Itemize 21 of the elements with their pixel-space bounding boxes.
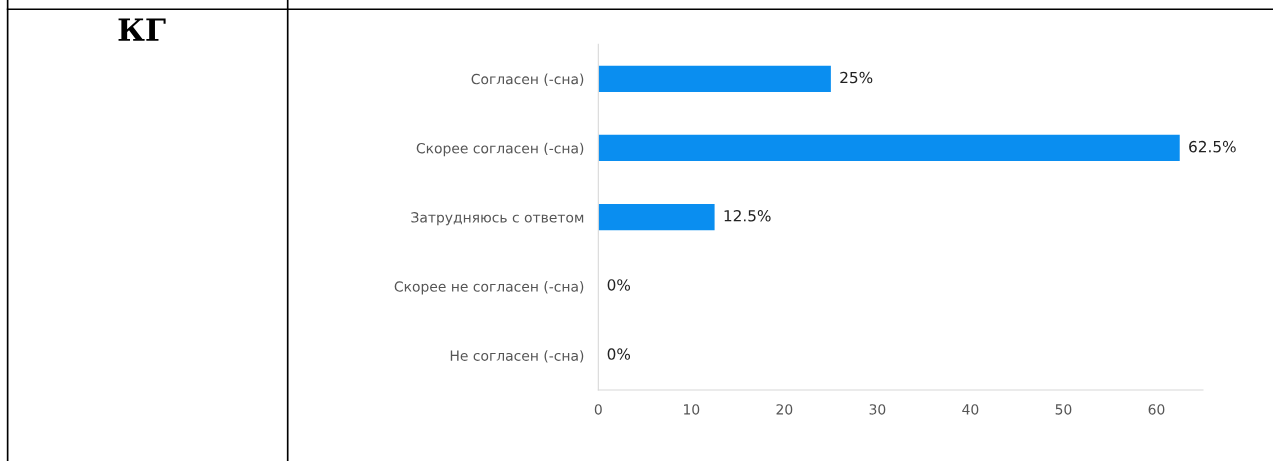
x-tick-label: 10 xyxy=(684,404,700,415)
x-tick-label: 30 xyxy=(869,404,886,415)
bar xyxy=(598,203,715,231)
data-label: 0% xyxy=(607,348,631,360)
x-tick-label: 60 xyxy=(1148,404,1165,415)
text: КГ xyxy=(118,18,166,41)
x-tick-label: 0 xyxy=(594,404,602,415)
data-label: 25% xyxy=(840,71,873,84)
y-tick-label: Скорее не согласен (-сна) xyxy=(394,281,584,295)
y-tick-label: Не согласен (-сна) xyxy=(450,350,584,363)
x-tick-label: 50 xyxy=(1055,404,1072,415)
y-tick-label: Затрудняюсь с ответом xyxy=(411,212,584,226)
x-tick-label: 40 xyxy=(962,404,979,415)
bar xyxy=(598,134,1180,162)
x-tick-label: 20 xyxy=(776,404,793,415)
y-tick-label: Согласен (-сна) xyxy=(471,73,584,86)
data-label: 62.5% xyxy=(1189,140,1236,153)
bar xyxy=(598,65,831,92)
data-label: 12.5% xyxy=(724,210,771,222)
data-label: 0% xyxy=(607,279,631,291)
y-tick-label: Скорее согласен (-сна) xyxy=(416,142,584,157)
